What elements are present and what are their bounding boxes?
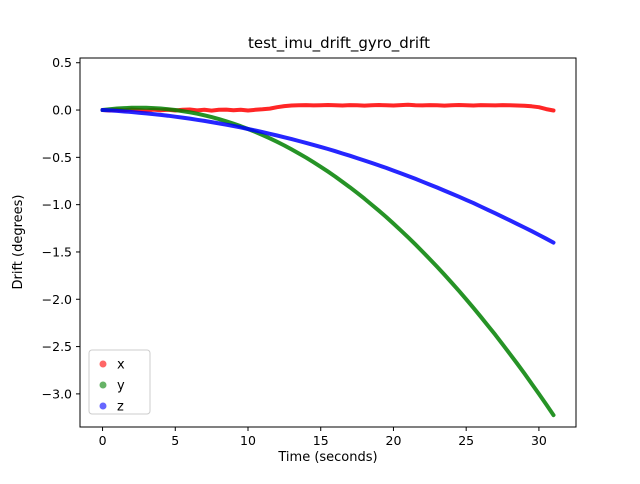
y-tick-label: 0.0 bbox=[52, 103, 72, 118]
legend-label-z: z bbox=[117, 400, 124, 415]
x-tick-label: 25 bbox=[458, 433, 474, 448]
axes-frame bbox=[79, 57, 577, 428]
series-z bbox=[100, 108, 556, 245]
y-tick-label: −1.5 bbox=[42, 244, 72, 259]
legend-marker-z bbox=[99, 402, 107, 410]
y-tick-label: −2.0 bbox=[42, 292, 72, 307]
y-tick-label: 0.5 bbox=[52, 55, 72, 70]
legend-marker-x bbox=[99, 360, 107, 368]
chart-title: test_imu_drift_gyro_drift bbox=[248, 34, 430, 53]
series-y bbox=[100, 105, 556, 418]
y-axis-label: Drift (degrees) bbox=[11, 194, 26, 289]
x-axis-label: Time (seconds) bbox=[277, 450, 377, 465]
legend: xyz bbox=[88, 349, 151, 415]
x-tick-label: 0 bbox=[99, 433, 107, 448]
x-tick-label: 30 bbox=[531, 433, 547, 448]
x-tick-label: 5 bbox=[171, 433, 179, 448]
legend-marker-y bbox=[99, 381, 107, 389]
legend-label-y: y bbox=[117, 379, 125, 394]
x-tick-label: 10 bbox=[240, 433, 256, 448]
plot-area: 0 5 10 15 20 25 30 0.5 0.0 −0.5 −1.0 −1.5 −2.0 −2.5 −3… bbox=[42, 55, 577, 448]
y-tick-label: −2.5 bbox=[42, 339, 72, 354]
x-tick-label: 15 bbox=[313, 433, 329, 448]
y-tick-label: −0.5 bbox=[42, 150, 72, 165]
x-tick-label: 20 bbox=[386, 433, 402, 448]
y-tick-label: −3.0 bbox=[42, 386, 72, 401]
legend-label-x: x bbox=[117, 358, 125, 373]
y-tick-label: −1.0 bbox=[42, 197, 72, 212]
